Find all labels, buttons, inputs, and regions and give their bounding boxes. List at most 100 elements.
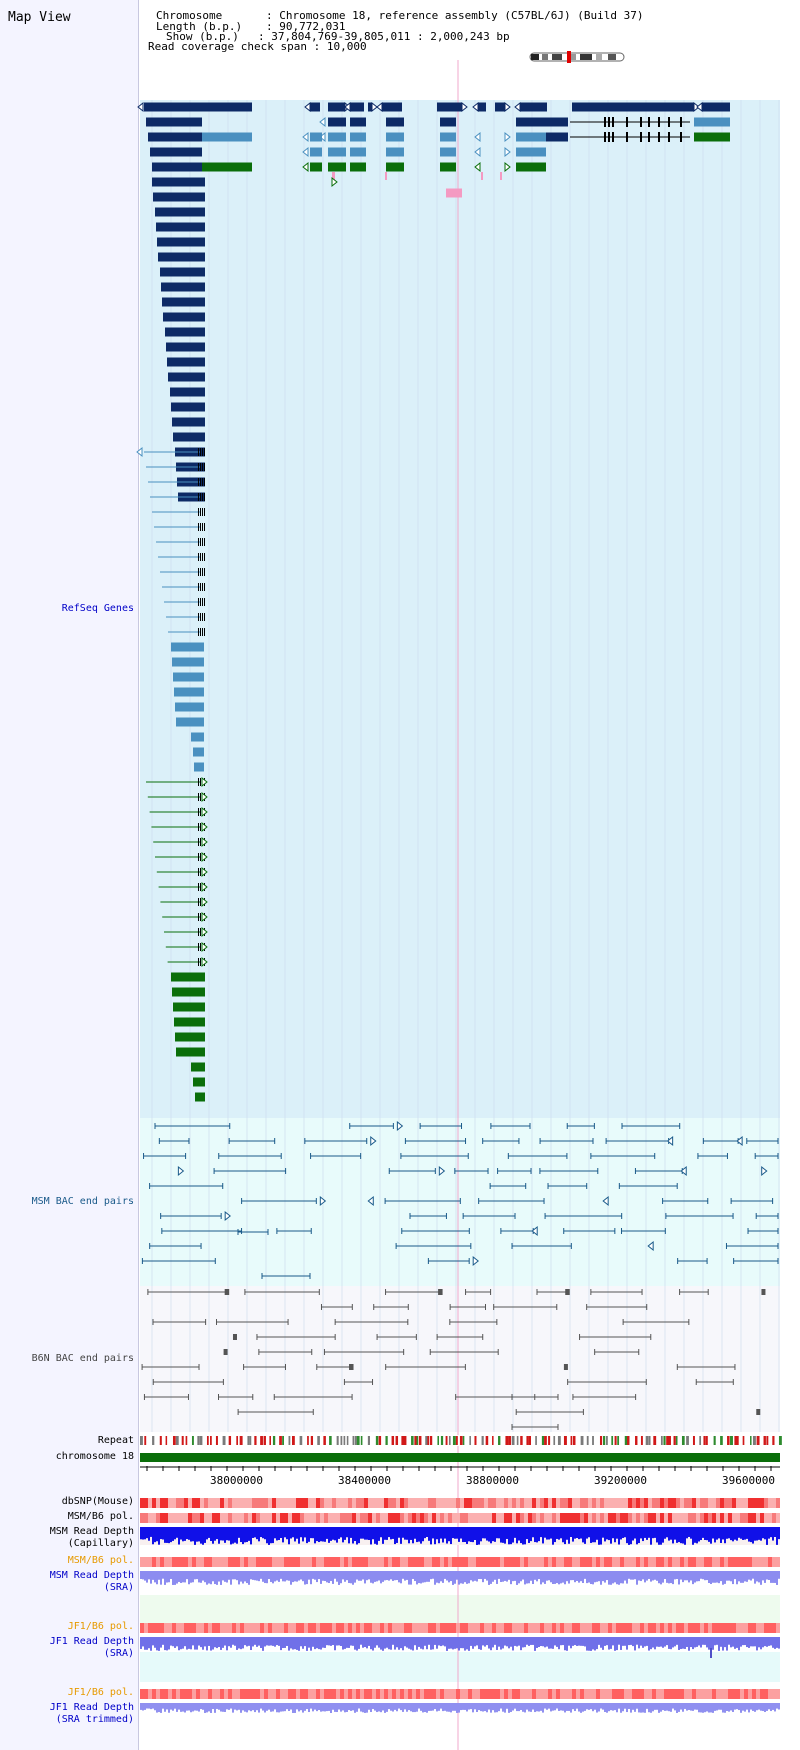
jf1-trimmed-depth bbox=[292, 1703, 294, 1713]
polymorphism-cell bbox=[188, 1557, 192, 1567]
msm-sra-depth bbox=[166, 1571, 168, 1583]
jf1-trimmed-depth bbox=[266, 1703, 268, 1711]
jf1-sra-depth bbox=[512, 1637, 514, 1651]
msm-capillary-depth bbox=[682, 1527, 684, 1544]
jf1-sra-depth bbox=[236, 1637, 238, 1650]
exon-mark bbox=[204, 523, 205, 531]
msm-capillary-depth bbox=[366, 1527, 368, 1540]
msm-capillary-depth bbox=[188, 1527, 190, 1540]
repeat-mark bbox=[317, 1436, 320, 1445]
msm-sra-depth bbox=[246, 1571, 248, 1584]
polymorphism-cell bbox=[736, 1498, 740, 1508]
msm-sra-depth bbox=[300, 1571, 302, 1580]
msm-sra-depth bbox=[276, 1571, 278, 1581]
polymorphism-cell bbox=[216, 1498, 220, 1508]
repeat-mark bbox=[191, 1436, 194, 1445]
jf1-sra-depth bbox=[272, 1637, 274, 1646]
exon-mark bbox=[640, 117, 642, 127]
polymorphism-cell bbox=[656, 1513, 660, 1523]
polymorphism-cell bbox=[496, 1513, 500, 1523]
polymorphism-cell bbox=[712, 1513, 716, 1523]
jf1-sra-depth bbox=[710, 1648, 712, 1658]
msm-capillary-depth bbox=[180, 1527, 182, 1540]
msm-sra-depth bbox=[508, 1571, 510, 1580]
jf1-trimmed-depth bbox=[438, 1703, 440, 1711]
msm-sra-depth bbox=[688, 1571, 690, 1583]
msm-capillary-depth bbox=[206, 1527, 208, 1540]
polymorphism-cell bbox=[256, 1513, 260, 1523]
jf1-sra-depth bbox=[432, 1637, 434, 1650]
jf1-sra-depth bbox=[370, 1637, 372, 1650]
repeat-mark bbox=[140, 1436, 143, 1445]
jf1-trimmed-depth bbox=[328, 1703, 330, 1711]
polymorphism-cell bbox=[664, 1498, 668, 1508]
msm-capillary-depth bbox=[620, 1527, 622, 1540]
polymorphism-cell bbox=[444, 1513, 448, 1523]
polymorphism-cell bbox=[448, 1557, 452, 1567]
msm-sra-depth bbox=[612, 1571, 614, 1584]
polymorphism-cell bbox=[420, 1623, 424, 1633]
repeat-mark bbox=[541, 1436, 545, 1445]
jf1-sra-depth bbox=[262, 1637, 264, 1651]
msm-capillary-depth bbox=[640, 1527, 642, 1539]
jf1-sra-depth bbox=[182, 1637, 184, 1649]
gene-block bbox=[440, 147, 456, 157]
polymorphism-cell bbox=[564, 1557, 568, 1567]
polymorphism-cell bbox=[140, 1689, 144, 1699]
polymorphism-cell bbox=[272, 1689, 276, 1699]
jf1-sra-depth bbox=[208, 1637, 210, 1646]
repeat-mark bbox=[254, 1436, 257, 1445]
gene-block bbox=[328, 162, 346, 172]
strand-arrow bbox=[472, 1255, 479, 1267]
jf1-sra-depth bbox=[184, 1637, 186, 1647]
jf1-sra-depth bbox=[712, 1637, 714, 1650]
msm-sra-depth bbox=[624, 1571, 626, 1581]
jf1-sra-depth bbox=[428, 1637, 430, 1645]
jf1-trimmed-depth bbox=[220, 1703, 222, 1712]
polymorphism-cell bbox=[356, 1689, 360, 1699]
jf1-sra-depth bbox=[548, 1637, 550, 1649]
polymorphism-cell bbox=[604, 1689, 608, 1699]
msm-sra-depth bbox=[324, 1571, 326, 1582]
msm-capillary-depth bbox=[532, 1527, 534, 1538]
msm-sra-depth bbox=[222, 1571, 224, 1581]
msm-sra-depth bbox=[348, 1571, 350, 1584]
msm-capillary-depth bbox=[302, 1527, 304, 1542]
msm-capillary-depth bbox=[202, 1527, 204, 1545]
msm-sra-depth bbox=[564, 1571, 566, 1585]
polymorphism-cell bbox=[472, 1498, 476, 1508]
polymorphism-cell bbox=[552, 1513, 556, 1523]
msm-sra-depth bbox=[336, 1571, 338, 1582]
chromosome-ideogram[interactable] bbox=[528, 50, 628, 64]
msm-capillary-depth bbox=[554, 1527, 556, 1543]
polymorphism-cell bbox=[148, 1513, 152, 1523]
polymorphism-cell bbox=[348, 1689, 352, 1699]
jf1-trimmed-depth bbox=[192, 1703, 194, 1712]
jf1-sra-depth bbox=[412, 1637, 414, 1651]
jf1-trimmed-depth bbox=[522, 1703, 524, 1712]
polymorphism-cell bbox=[380, 1498, 384, 1508]
msm-capillary-depth bbox=[466, 1527, 468, 1544]
msm-sra-depth bbox=[606, 1571, 608, 1581]
polymorphism-cell bbox=[176, 1623, 180, 1633]
polymorphism-cell bbox=[760, 1623, 764, 1633]
msm-sra-depth bbox=[472, 1571, 474, 1582]
msm-capillary-depth bbox=[656, 1527, 658, 1543]
msm-sra-depth bbox=[578, 1571, 580, 1583]
polymorphism-cell bbox=[584, 1623, 588, 1633]
polymorphism-cell bbox=[628, 1498, 632, 1508]
msm-sra-depth bbox=[734, 1571, 736, 1580]
polymorphism-cell bbox=[300, 1557, 304, 1567]
msm-capillary-depth bbox=[726, 1527, 728, 1539]
jf1-sra-depth bbox=[290, 1637, 292, 1649]
msm-sra-depth bbox=[500, 1571, 502, 1583]
msm-capillary-depth bbox=[754, 1527, 756, 1541]
jf1-sra-depth bbox=[444, 1637, 446, 1647]
jf1-sra-depth bbox=[772, 1637, 774, 1648]
msm-sra-depth bbox=[310, 1571, 312, 1585]
jf1-trimmed-depth bbox=[188, 1703, 190, 1711]
msm-sra-depth bbox=[200, 1571, 202, 1583]
polymorphism-cell bbox=[180, 1689, 184, 1699]
msm-sra-depth bbox=[676, 1571, 678, 1580]
